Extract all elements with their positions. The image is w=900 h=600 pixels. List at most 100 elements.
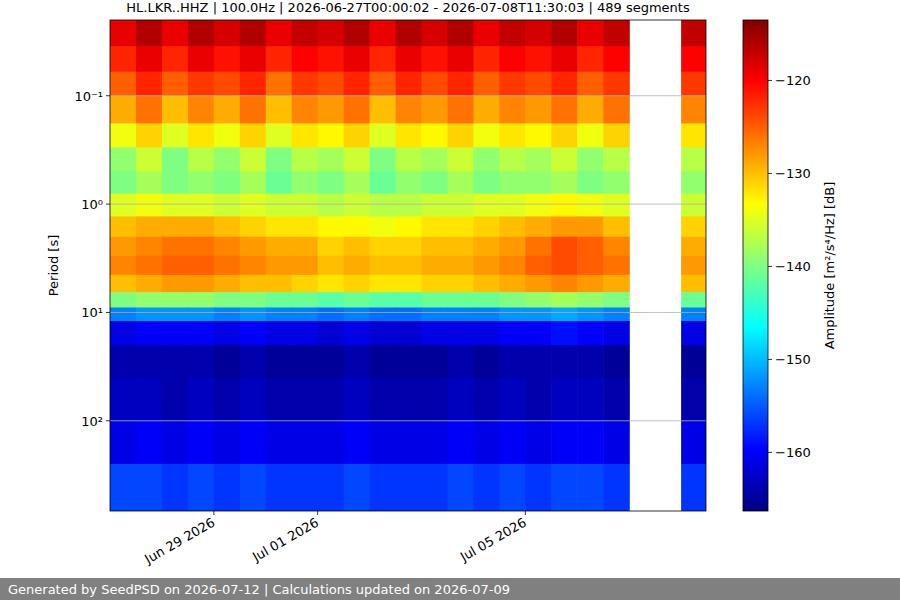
cell — [110, 321, 137, 346]
cell — [447, 72, 474, 97]
cell — [370, 321, 397, 346]
cell — [551, 194, 578, 217]
tick — [213, 511, 214, 515]
cell — [266, 216, 293, 237]
tick — [106, 95, 110, 96]
tick — [525, 511, 526, 515]
cell — [499, 20, 526, 47]
cell — [551, 216, 578, 237]
cell — [525, 307, 552, 321]
cell — [136, 147, 163, 172]
cell — [473, 345, 500, 378]
tick-label: −120 — [775, 73, 811, 88]
cell — [551, 123, 578, 148]
cell — [681, 464, 706, 511]
tick — [106, 312, 110, 313]
cell — [240, 147, 267, 172]
cell — [110, 46, 137, 72]
cell — [240, 237, 267, 257]
cell — [422, 464, 449, 511]
cell — [214, 378, 241, 422]
cell — [266, 46, 293, 72]
cell — [525, 464, 552, 511]
cell — [422, 216, 449, 237]
cell — [577, 216, 604, 237]
tick-label: 10¹ — [81, 305, 103, 320]
cell — [396, 378, 423, 422]
cell — [188, 216, 215, 237]
cell — [681, 96, 706, 124]
cell — [577, 321, 604, 346]
cell — [136, 345, 163, 378]
cell — [681, 171, 706, 194]
cell — [499, 46, 526, 72]
tick-label: −150 — [775, 352, 811, 367]
cell — [318, 147, 345, 172]
cell — [422, 72, 449, 97]
cell — [214, 237, 241, 257]
cell — [525, 20, 552, 47]
cell — [396, 307, 423, 321]
cell — [422, 171, 449, 194]
cell — [110, 20, 137, 47]
cell — [292, 378, 319, 422]
cell — [188, 46, 215, 72]
cell — [603, 256, 630, 276]
cell — [266, 96, 293, 124]
cell — [396, 321, 423, 346]
cell — [214, 421, 241, 465]
tick — [768, 359, 772, 360]
cell — [318, 237, 345, 257]
cell — [551, 307, 578, 321]
cell — [499, 378, 526, 422]
cell — [473, 292, 500, 308]
cell — [136, 464, 163, 511]
cell — [447, 237, 474, 257]
cell — [266, 123, 293, 148]
cell — [681, 216, 706, 237]
cell — [344, 123, 371, 148]
tick — [768, 173, 772, 174]
cell — [422, 421, 449, 465]
cell — [396, 123, 423, 148]
cell — [447, 194, 474, 217]
cell — [110, 72, 137, 97]
cell — [473, 72, 500, 97]
cell — [214, 96, 241, 124]
cell — [577, 421, 604, 465]
footer: Generated by SeedPSD on 2026-07-12 | Cal… — [8, 582, 510, 597]
cell — [396, 147, 423, 172]
cell — [525, 378, 552, 422]
cell — [603, 171, 630, 194]
cell — [292, 307, 319, 321]
cell — [240, 194, 267, 217]
cell — [136, 256, 163, 276]
tick — [317, 511, 318, 515]
cell — [344, 464, 371, 511]
cell — [266, 171, 293, 194]
cell — [396, 464, 423, 511]
cell — [318, 171, 345, 194]
cell — [162, 345, 189, 378]
cell — [499, 237, 526, 257]
cell — [292, 216, 319, 237]
cell — [681, 307, 706, 321]
cell — [422, 96, 449, 124]
cell — [551, 96, 578, 124]
cell — [525, 292, 552, 308]
cell — [473, 256, 500, 276]
cell — [551, 171, 578, 194]
footer-bar — [0, 578, 900, 600]
cell — [292, 237, 319, 257]
cell — [422, 46, 449, 72]
cell — [473, 321, 500, 346]
cell — [603, 345, 630, 378]
cell — [447, 256, 474, 276]
cell — [318, 378, 345, 422]
cell — [603, 237, 630, 257]
cell — [525, 72, 552, 97]
cell — [525, 237, 552, 257]
cell — [214, 216, 241, 237]
cell — [370, 46, 397, 72]
cell — [370, 345, 397, 378]
